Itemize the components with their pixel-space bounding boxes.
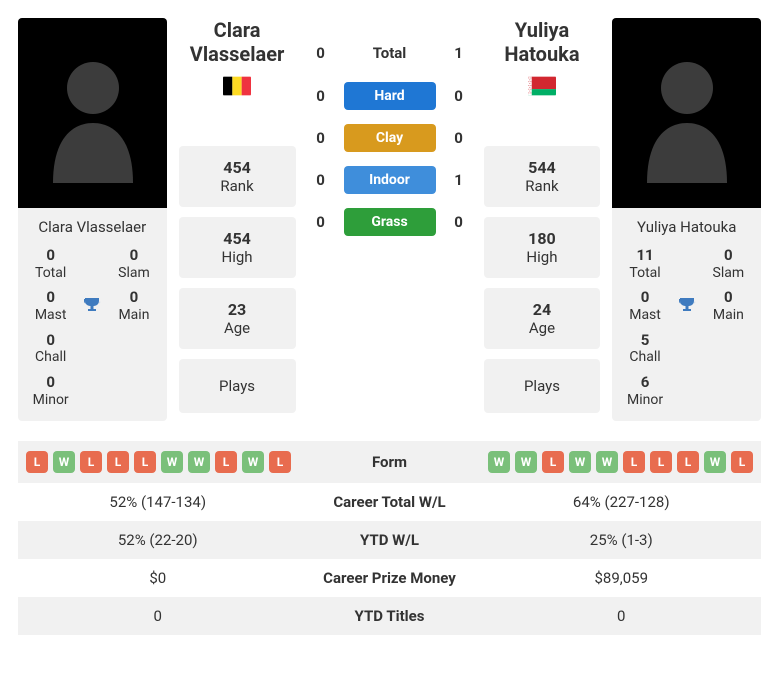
player1-card-name: Clara Vlasselaer bbox=[18, 208, 167, 242]
p1-age-box: 23Age bbox=[179, 288, 296, 349]
form-win-chip: W bbox=[242, 451, 264, 473]
p2-minor-val: 6 bbox=[618, 373, 671, 392]
player1-name-header: Clara Vlasselaer bbox=[179, 18, 296, 100]
form-win-chip: W bbox=[569, 451, 591, 473]
surface-pill-grass[interactable]: Grass bbox=[344, 208, 436, 236]
form-loss-chip: L bbox=[80, 451, 102, 473]
surface-pill-clay[interactable]: Clay bbox=[344, 124, 436, 152]
surface-pill-indoor[interactable]: Indoor bbox=[344, 166, 436, 194]
form-win-chip: W bbox=[488, 451, 510, 473]
trophy-icon bbox=[675, 294, 699, 318]
row-ytd-titles: 0 YTD Titles 0 bbox=[18, 597, 761, 635]
player2-name-header: Yuliya Hatouka bbox=[484, 18, 601, 100]
player1-avatar bbox=[18, 18, 167, 208]
form-loss-chip: L bbox=[650, 451, 672, 473]
h2h-row-hard: 0Hard0 bbox=[308, 82, 472, 110]
p1-form-chips: LWLLLWWLWL bbox=[26, 451, 291, 473]
row-career-wl: 52% (147-134) Career Total W/L 64% (227-… bbox=[18, 483, 761, 521]
top-row: Clara Vlasselaer 0Total 0Slam 0Mast 0Mai… bbox=[18, 18, 761, 421]
player2-card: Yuliya Hatouka 11Total 0Slam 0Mast 0Main… bbox=[612, 18, 761, 421]
form-loss-chip: L bbox=[542, 451, 564, 473]
flag-belgium-icon bbox=[223, 76, 251, 96]
p1-total-val: 0 bbox=[24, 246, 77, 265]
form-loss-chip: L bbox=[134, 451, 156, 473]
row-ytd-wl: 52% (22-20) YTD W/L 25% (1-3) bbox=[18, 521, 761, 559]
player2-avatar bbox=[612, 18, 761, 208]
surface-pill-hard[interactable]: Hard bbox=[344, 82, 436, 110]
p1-rank-box: 454Rank bbox=[179, 146, 296, 207]
form-win-chip: W bbox=[161, 451, 183, 473]
form-loss-chip: L bbox=[677, 451, 699, 473]
h2h-column: 0 Total 1 0Hard0 0Clay0 0Indoor1 0Grass0 bbox=[308, 18, 472, 236]
p2-chall-val: 5 bbox=[618, 331, 671, 350]
trophy-icon bbox=[80, 294, 104, 318]
player2-card-name: Yuliya Hatouka bbox=[612, 208, 761, 242]
form-loss-chip: L bbox=[107, 451, 129, 473]
compare-table: LWLLLWWLWL Form WWLWWLLLWL 52% (147-134)… bbox=[18, 441, 761, 635]
p1-chall-val: 0 bbox=[24, 331, 77, 350]
form-win-chip: W bbox=[515, 451, 537, 473]
p2-form-chips: WWLWWLLLWL bbox=[488, 451, 753, 473]
p2-slam-val: 0 bbox=[702, 246, 755, 265]
form-loss-chip: L bbox=[269, 451, 291, 473]
flag-belarus-icon bbox=[528, 76, 556, 96]
player1-card: Clara Vlasselaer 0Total 0Slam 0Mast 0Mai… bbox=[18, 18, 167, 421]
p2-high-box: 180High bbox=[484, 217, 601, 278]
p1-mast-val: 0 bbox=[24, 288, 77, 307]
p2-plays-box: Plays bbox=[484, 359, 601, 413]
p2-total-val: 11 bbox=[618, 246, 671, 265]
h2h-row-indoor: 0Indoor1 bbox=[308, 166, 472, 194]
avatar-silhouette-icon bbox=[38, 43, 148, 183]
p2-mast-val: 0 bbox=[618, 288, 671, 307]
form-loss-chip: L bbox=[731, 451, 753, 473]
form-loss-chip: L bbox=[26, 451, 48, 473]
p2-age-box: 24Age bbox=[484, 288, 601, 349]
trophy-icon-col bbox=[77, 246, 107, 367]
row-prize: $0 Career Prize Money $89,059 bbox=[18, 559, 761, 597]
p1-plays-box: Plays bbox=[179, 359, 296, 413]
trophy-icon-col bbox=[672, 246, 702, 367]
form-win-chip: W bbox=[596, 451, 618, 473]
player1-titles-grid: 0Total 0Slam 0Mast 0Main 0Chall 0Minor bbox=[18, 242, 167, 421]
form-win-chip: W bbox=[188, 451, 210, 473]
player2-stat-col: Yuliya Hatouka bbox=[484, 18, 601, 413]
form-loss-chip: L bbox=[623, 451, 645, 473]
p2-rank-box: 544Rank bbox=[484, 146, 601, 207]
p1-main-val: 0 bbox=[107, 288, 160, 307]
player1-stat-col: Clara Vlasselaer 454Rank 454High 23Age P… bbox=[179, 18, 296, 413]
h2h-row-grass: 0Grass0 bbox=[308, 208, 472, 236]
p2-main-val: 0 bbox=[702, 288, 755, 307]
h2h-total-row: 0 Total 1 bbox=[308, 38, 472, 68]
player2-titles-grid: 11Total 0Slam 0Mast 0Main 5Chall 6Minor bbox=[612, 242, 761, 421]
p1-slam-val: 0 bbox=[107, 246, 160, 265]
h2h-row-clay: 0Clay0 bbox=[308, 124, 472, 152]
p1-high-box: 454High bbox=[179, 217, 296, 278]
form-loss-chip: L bbox=[215, 451, 237, 473]
p1-minor-val: 0 bbox=[24, 373, 77, 392]
row-form: LWLLLWWLWL Form WWLWWLLLWL bbox=[18, 441, 761, 483]
form-win-chip: W bbox=[704, 451, 726, 473]
avatar-silhouette-icon bbox=[632, 43, 742, 183]
form-win-chip: W bbox=[53, 451, 75, 473]
